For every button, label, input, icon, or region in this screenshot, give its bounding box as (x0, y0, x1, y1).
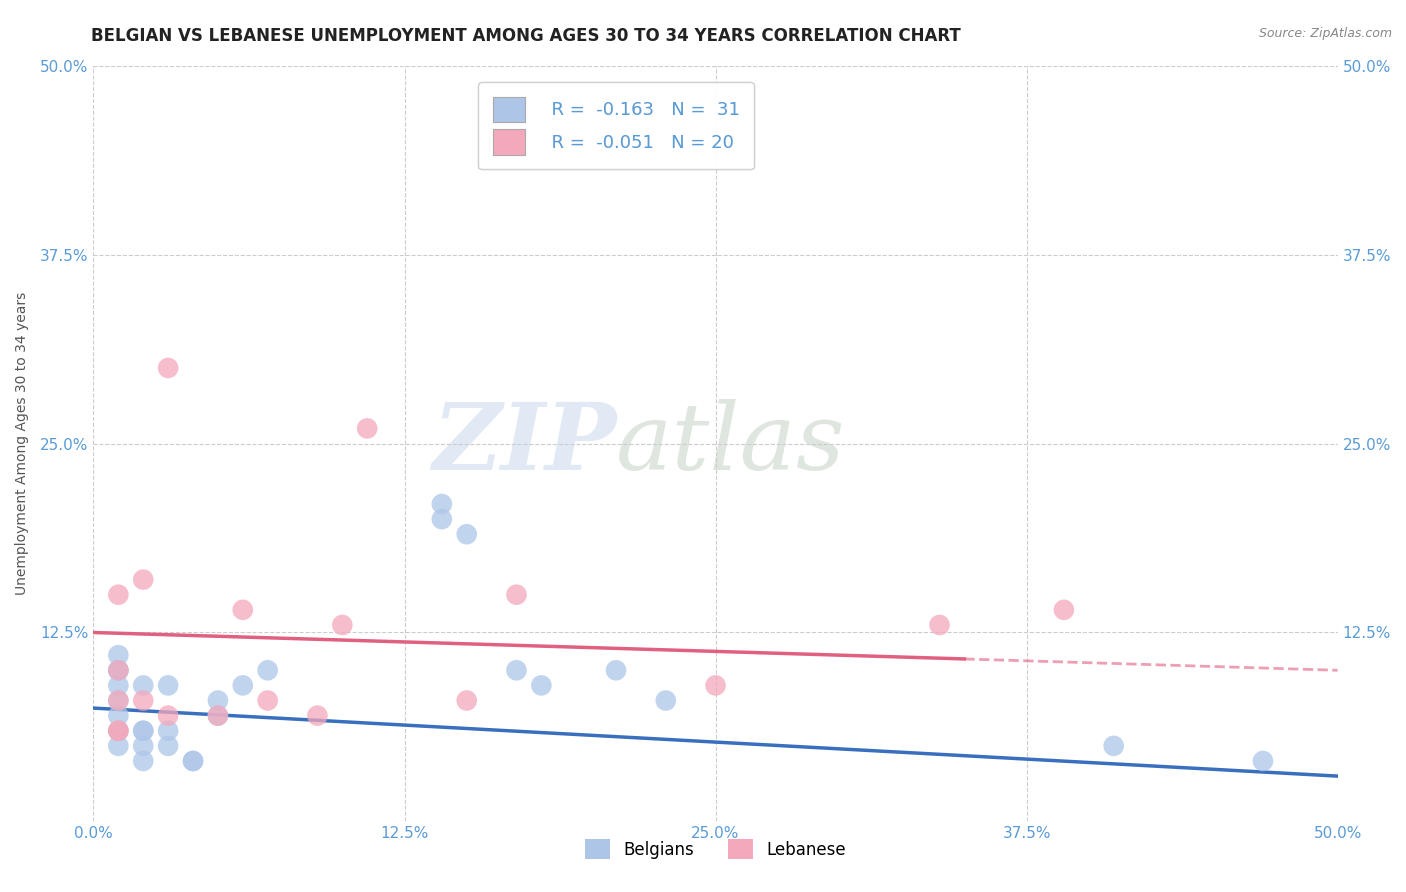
Point (505, 588, 527, 602)
Point (704, 678, 727, 692)
Point (430, 497, 453, 511)
Point (107, 663, 129, 677)
Legend:   R =  -0.163   N =  31,   R =  -0.051   N = 20: R = -0.163 N = 31, R = -0.051 N = 20 (478, 82, 754, 169)
Point (256, 693, 278, 707)
Point (605, 663, 627, 677)
Point (1102, 739, 1125, 753)
Point (232, 603, 254, 617)
Point (132, 693, 155, 707)
Point (107, 678, 129, 692)
Point (107, 739, 129, 753)
Text: Source: ZipAtlas.com: Source: ZipAtlas.com (1258, 27, 1392, 40)
Text: ZIP: ZIP (432, 399, 616, 489)
Point (132, 754, 155, 768)
Point (430, 512, 453, 526)
Point (132, 573, 155, 587)
Point (107, 723, 129, 738)
Point (107, 663, 129, 677)
Text: BELGIAN VS LEBANESE UNEMPLOYMENT AMONG AGES 30 TO 34 YEARS CORRELATION CHART: BELGIAN VS LEBANESE UNEMPLOYMENT AMONG A… (91, 27, 962, 45)
Point (132, 723, 155, 738)
Point (107, 648, 129, 662)
Point (505, 663, 527, 677)
Point (107, 723, 129, 738)
Point (356, 421, 378, 435)
Point (107, 693, 129, 707)
Point (181, 754, 204, 768)
Point (181, 754, 204, 768)
Point (655, 693, 678, 707)
Point (107, 588, 129, 602)
Point (157, 723, 180, 738)
Point (107, 663, 129, 677)
Point (928, 618, 950, 632)
Point (256, 663, 278, 677)
Point (307, 708, 329, 723)
Point (157, 360, 180, 375)
Point (107, 708, 129, 723)
Point (1053, 603, 1076, 617)
Point (107, 693, 129, 707)
Point (157, 739, 180, 753)
Text: atlas: atlas (616, 399, 845, 489)
Point (107, 723, 129, 738)
Point (530, 678, 553, 692)
Point (132, 739, 155, 753)
Point (132, 723, 155, 738)
Point (456, 527, 478, 541)
Point (157, 678, 180, 692)
Point (330, 618, 353, 632)
Point (207, 708, 229, 723)
Point (207, 693, 229, 707)
Y-axis label: Unemployment Among Ages 30 to 34 years: Unemployment Among Ages 30 to 34 years (15, 292, 30, 595)
Point (132, 678, 155, 692)
Point (456, 693, 478, 707)
Point (232, 678, 254, 692)
Point (157, 708, 180, 723)
Point (207, 708, 229, 723)
Point (1251, 754, 1274, 768)
